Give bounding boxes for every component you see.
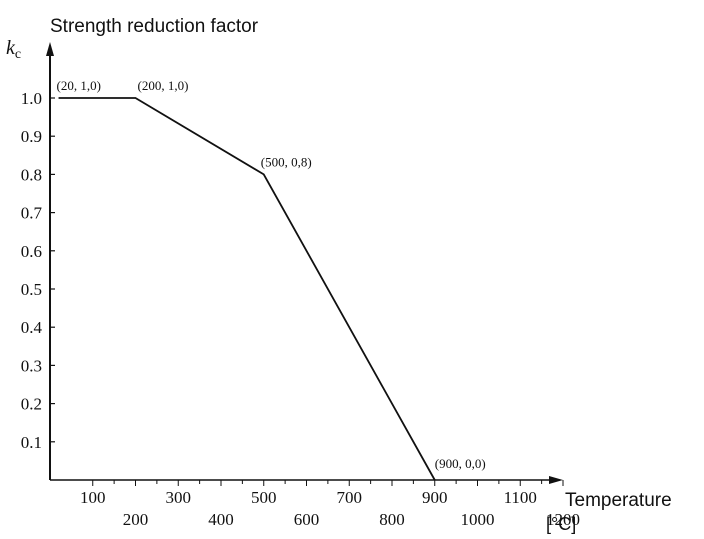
x-tick-label: 400 [208, 510, 234, 529]
series-line [58, 97, 436, 481]
y-tick-label: 0.9 [21, 127, 42, 146]
x-tick-label: 700 [337, 488, 363, 507]
chart-title: Strength reduction factor [50, 16, 259, 37]
x-tick-label: 100 [80, 488, 106, 507]
y-tick-label: 0.5 [21, 280, 42, 299]
point-annotation: (900, 0,0) [435, 456, 486, 471]
x-tick-label: 900 [422, 488, 448, 507]
y-tick-label: 0.1 [21, 433, 42, 452]
point-annotation: (20, 1,0) [57, 78, 101, 93]
point-annotation: (500, 0,8) [261, 154, 312, 169]
axes [46, 42, 563, 484]
y-tick-label: 0.3 [21, 356, 42, 375]
x-tick-label: 600 [294, 510, 320, 529]
x-tick-label: 300 [166, 488, 192, 507]
x-tick-label: 200 [123, 510, 149, 529]
y-tick-label: 0.7 [21, 204, 43, 223]
y-tick-label: 0.6 [21, 242, 42, 261]
x-axis-unit: [°C] [546, 514, 576, 534]
y-tick-label: 0.8 [21, 165, 42, 184]
ticks: 0.1 0.2 0.3 0.4 0.5 0.6 0.7 0.8 0.9 1.0 100 300 500 7… [21, 89, 580, 529]
x-tick-label: 500 [251, 488, 277, 507]
point-annotation: (200, 1,0) [138, 78, 189, 93]
y-tick-label: 0.4 [21, 318, 43, 337]
y-axis-label-symbol: k [6, 37, 16, 59]
x-tick-label: 1200 [546, 510, 580, 529]
x-axis-arrow [549, 476, 563, 484]
x-axis-label: Temperature [565, 490, 672, 511]
x-tick-label: 1000 [461, 510, 495, 529]
y-tick-label: 1.0 [21, 89, 42, 108]
y-axis-arrow [46, 42, 54, 56]
x-tick-label: 1100 [504, 488, 537, 507]
y-axis-label: kc [6, 37, 21, 62]
y-axis-label-subscript: c [15, 47, 21, 62]
annotations: (20, 1,0) (200, 1,0) (500, 0,8) (900, 0,0) [57, 78, 486, 471]
series-group [58, 97, 436, 481]
y-tick-label: 0.2 [21, 395, 42, 414]
x-tick-label: 800 [379, 510, 405, 529]
